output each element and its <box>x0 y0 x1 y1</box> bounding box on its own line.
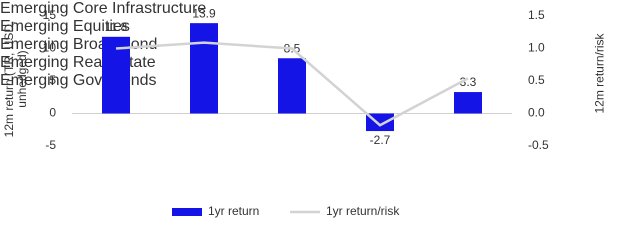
y2-tick-label: 0.5 <box>528 73 545 87</box>
data-label: 13.9 <box>192 6 216 20</box>
line <box>115 41 469 127</box>
chart: -5 0 5 10 15 -0.5 0.0 0.5 1.0 1.5 11.8 13.9 8.5 -2.7 3… <box>0 0 607 219</box>
data-label: 3.3 <box>460 75 477 89</box>
y2-axis-title: 12m return/risk <box>592 33 607 114</box>
y-axis-title: 12m return (TR, USD, unhedged) <box>2 20 29 138</box>
x-tick-label: Emerging Core Infrastructure <box>0 0 207 17</box>
bar <box>454 92 482 114</box>
legend-swatch <box>172 208 202 216</box>
y-tick-label: 10 <box>43 41 57 55</box>
legend-label: 1yr return <box>208 204 259 218</box>
data-label: -2.7 <box>370 133 391 147</box>
y-tick-label: -5 <box>45 138 56 152</box>
y2-tick-label: 0.0 <box>528 106 545 120</box>
y2-tick-label: 1.5 <box>528 8 545 22</box>
bar <box>190 23 218 114</box>
bar <box>102 36 130 114</box>
legend-label: 1yr return/risk <box>326 204 400 218</box>
y-tick-label: 15 <box>43 8 57 22</box>
y2-tick-label: 1.0 <box>528 41 545 55</box>
bar <box>278 58 306 114</box>
plot: -5051015-0.50.00.51.01.511.813.98.5-2.73… <box>43 6 549 218</box>
y-tick-label: 5 <box>49 73 56 87</box>
data-label: 11.8 <box>105 20 128 34</box>
y-tick-label: 0 <box>49 106 56 120</box>
x-tick-label: Emerging Equities <box>0 18 130 35</box>
y2-tick-label: -0.5 <box>528 138 549 152</box>
